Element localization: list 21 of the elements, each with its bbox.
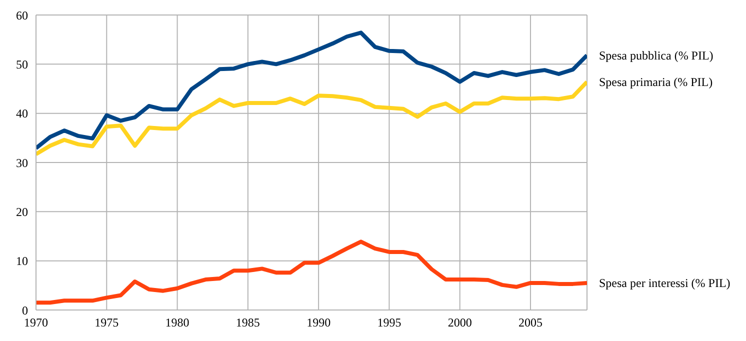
x-tick-label: 1995: [377, 316, 402, 330]
series-label: Spesa per interessi (% PIL): [599, 276, 730, 290]
y-tick-label: 30: [16, 156, 28, 170]
x-tick-label: 1975: [94, 316, 119, 330]
line-series: [36, 30, 587, 150]
y-tick-label: 10: [16, 254, 28, 268]
y-tick-label: 40: [16, 106, 28, 121]
line-series: [36, 240, 587, 305]
y-tick-label: 20: [16, 204, 28, 219]
series-label: Spesa pubblica (% PIL): [599, 48, 714, 62]
series-label: Spesa primaria (% PIL): [599, 74, 713, 89]
line-series: [36, 80, 587, 156]
x-tick-label: 1985: [236, 316, 260, 330]
y-tick-label: 60: [16, 8, 28, 22]
x-tick-label: 2005: [518, 316, 542, 330]
x-tick-label: 2000: [448, 316, 472, 330]
x-tick-label: 1970: [24, 316, 48, 330]
x-tick-label: 1990: [306, 316, 331, 330]
y-tick-label: 50: [16, 57, 28, 72]
y-tick-label: 0: [22, 303, 28, 318]
x-tick-label: 1980: [165, 316, 190, 330]
